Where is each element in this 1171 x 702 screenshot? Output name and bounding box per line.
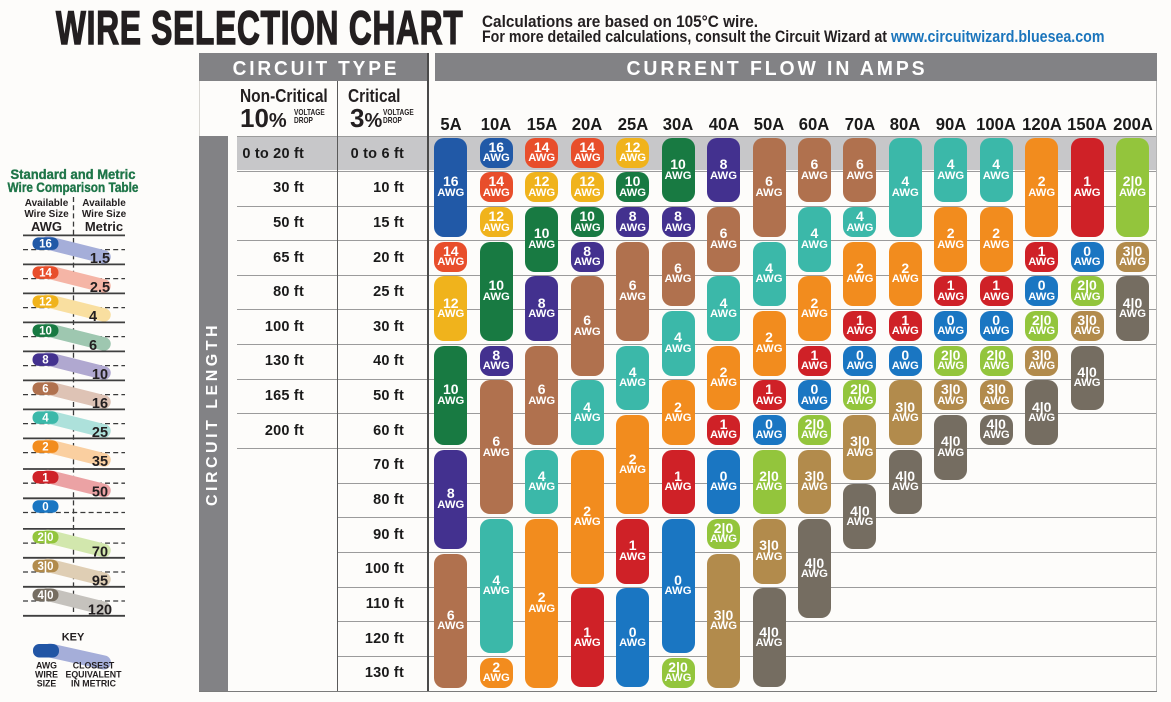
svg-text:3|0: 3|0 xyxy=(37,561,53,573)
svg-text:Available: Available xyxy=(25,198,69,209)
svg-text:Wire Size: Wire Size xyxy=(24,209,69,220)
svg-text:AWG: AWG xyxy=(31,219,62,234)
svg-text:IN METRIC: IN METRIC xyxy=(71,679,117,689)
svg-text:SIZE: SIZE xyxy=(37,679,57,689)
svg-text:70: 70 xyxy=(92,544,108,560)
svg-text:25: 25 xyxy=(92,425,108,441)
svg-text:Available: Available xyxy=(82,198,126,209)
svg-text:2.5: 2.5 xyxy=(90,280,110,296)
svg-text:8: 8 xyxy=(42,355,49,367)
svg-text:Metric: Metric xyxy=(85,219,123,234)
svg-text:Standard and Metric: Standard and Metric xyxy=(11,167,136,182)
svg-text:14: 14 xyxy=(39,268,52,280)
svg-text:50: 50 xyxy=(92,485,108,501)
svg-text:12: 12 xyxy=(39,297,52,309)
svg-text:2: 2 xyxy=(42,442,48,454)
svg-text:120: 120 xyxy=(88,602,112,618)
svg-text:WIRE: WIRE xyxy=(35,669,58,679)
svg-text:6: 6 xyxy=(42,384,48,396)
svg-text:2|0: 2|0 xyxy=(37,532,53,544)
svg-text:4: 4 xyxy=(42,413,49,425)
svg-text:EQUIVALENT: EQUIVALENT xyxy=(65,669,122,679)
svg-text:0: 0 xyxy=(42,502,48,514)
svg-text:6: 6 xyxy=(89,338,97,354)
svg-text:10: 10 xyxy=(39,326,52,338)
svg-text:16: 16 xyxy=(92,396,108,412)
svg-text:4: 4 xyxy=(89,309,97,325)
svg-text:1: 1 xyxy=(42,472,49,484)
svg-text:CLOSEST: CLOSEST xyxy=(73,660,115,670)
svg-text:95: 95 xyxy=(92,573,108,589)
svg-text:35: 35 xyxy=(92,454,108,470)
svg-text:KEY: KEY xyxy=(62,632,85,644)
svg-text:4|0: 4|0 xyxy=(37,590,53,602)
svg-text:16: 16 xyxy=(39,239,52,251)
svg-text:Wire Size: Wire Size xyxy=(82,209,127,220)
svg-text:AWG: AWG xyxy=(36,660,57,670)
svg-text:1.5: 1.5 xyxy=(90,251,110,267)
svg-text:Wire Comparison Table: Wire Comparison Table xyxy=(8,180,139,195)
svg-text:10: 10 xyxy=(92,367,108,383)
